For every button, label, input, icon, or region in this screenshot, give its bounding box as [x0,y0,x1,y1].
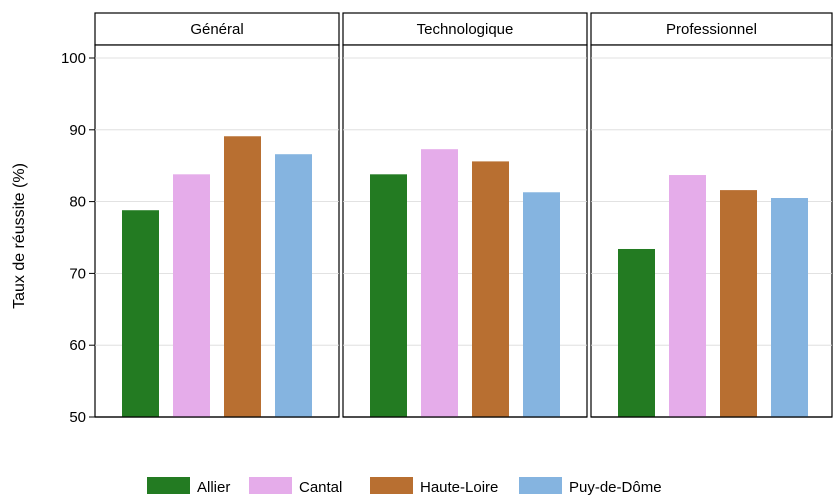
facet-strip [590,12,833,46]
legend-item: Puy-de-Dôme [519,477,662,495]
y-tick-label: 50 [69,409,86,426]
panel: Général [94,12,340,418]
y-tick-label: 90 [69,122,86,139]
bar-haute-loire [472,161,509,417]
legend-swatch [519,477,562,494]
legend-label: Puy-de-Dôme [569,479,662,495]
legend-item: Haute-Loire [370,477,498,495]
y-tick-label: 60 [69,337,86,354]
legend-label: Cantal [299,479,342,495]
bar-allier [370,174,407,417]
facet-strip [342,12,588,46]
y-tick-label: 80 [69,194,86,211]
y-tick-label: 100 [61,50,86,67]
bar-puy-de-d-me [771,198,808,417]
bar-allier [122,210,159,417]
bar-cantal [669,175,706,417]
bar-cantal [173,174,210,417]
legend-item: Cantal [249,477,342,495]
bar-haute-loire [720,190,757,417]
legend-label: Haute-Loire [420,479,498,495]
facet-strip-label: Général [190,21,243,38]
legend: Allier Cantal Haute-Loire Puy-de-Dôme [147,477,662,495]
y-tick-label: 70 [69,265,86,282]
legend-swatch [370,477,413,494]
legend-swatch [249,477,292,494]
legend-swatch [147,477,190,494]
bar-allier [618,248,655,417]
facet-strip-label: Professionnel [666,21,757,38]
legend-item: Allier [147,477,230,495]
bar-cantal [421,149,458,417]
legend-label: Allier [197,479,230,495]
panels: Général Technologique Professionnel [94,12,833,418]
bar-haute-loire [224,136,261,417]
panel: Technologique [342,12,588,418]
y-axis: 50 60 70 80 90 100 [61,50,95,426]
bar-puy-de-d-me [275,154,312,417]
y-axis-title: Taux de réussite (%) [11,163,28,309]
panel: Professionnel [590,12,833,418]
facet-strip-label: Technologique [417,21,514,38]
bar-puy-de-d-me [523,192,560,417]
